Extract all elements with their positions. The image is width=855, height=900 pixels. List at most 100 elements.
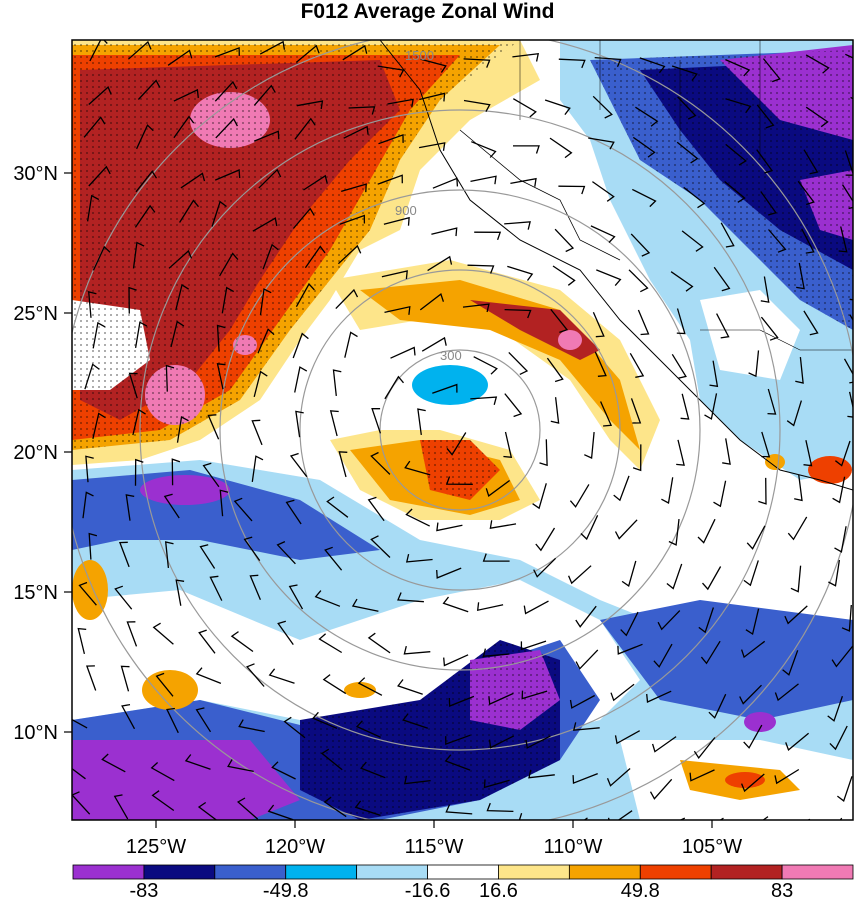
wind-barb	[590, 225, 616, 243]
wind-barb	[756, 104, 775, 129]
wind-barb	[357, 677, 383, 696]
wind-barb	[463, 99, 491, 113]
wind-barb	[227, 759, 254, 773]
wind-barb	[596, 269, 622, 287]
wind-barb	[339, 214, 366, 225]
wind-barb	[613, 475, 630, 502]
wind-barb	[748, 350, 760, 378]
wind-barb	[78, 581, 97, 606]
colorbar-swatch	[72, 864, 145, 880]
wind-barb	[383, 216, 410, 226]
wind-barb	[713, 266, 731, 292]
wind-barb	[834, 526, 847, 553]
wind-barb	[320, 748, 343, 771]
wind-barb	[486, 802, 514, 813]
wind-barb	[199, 544, 216, 569]
wind-barb	[152, 622, 174, 645]
wind-barb	[82, 491, 94, 519]
wind-barb	[404, 460, 431, 476]
wind-barb	[233, 497, 253, 522]
wind-barb	[594, 351, 607, 377]
wind-barb	[243, 536, 261, 561]
wind-barb	[653, 643, 673, 668]
wind-barb	[121, 703, 136, 730]
wind-barb	[635, 106, 659, 127]
wind-barb	[803, 440, 813, 467]
wind-barb	[839, 817, 843, 820]
wind-barb	[594, 56, 622, 68]
wind-barb	[197, 801, 218, 820]
wind-barb	[216, 324, 226, 352]
wind-barb	[445, 734, 471, 746]
wind-barb	[176, 415, 189, 443]
wind-barb	[725, 59, 751, 77]
wind-barb	[677, 96, 697, 120]
colorbar-label: 16.6	[479, 880, 518, 900]
wind-barb	[760, 191, 777, 216]
wind-barb	[504, 221, 531, 230]
wind-barb	[175, 579, 185, 606]
lon-axis: 125°W 120°W 115°W 110°W 105°W	[126, 820, 742, 858]
wind-barb	[175, 283, 190, 311]
wind-barb	[351, 598, 379, 612]
wind-barb	[251, 455, 264, 482]
wind-barb	[163, 493, 180, 519]
wind-barb	[508, 351, 529, 375]
wind-barb	[488, 692, 514, 706]
wind-barb	[470, 396, 498, 405]
wind-barb	[568, 565, 592, 585]
wind-barb	[835, 440, 851, 467]
wind-barb	[211, 200, 227, 227]
colorbar-label: -83	[129, 880, 158, 900]
wind-barb	[774, 683, 799, 702]
wind-barb	[219, 489, 229, 517]
wind-barb	[126, 621, 138, 647]
wind-barb	[610, 683, 635, 702]
colorbar-swatch	[710, 864, 783, 880]
wind-barb	[128, 286, 137, 314]
wind-barb	[288, 584, 304, 610]
wind-barb	[85, 455, 94, 483]
wind-barb	[483, 779, 510, 789]
wind-barb	[512, 52, 540, 62]
wind-barb	[746, 525, 766, 550]
wind-barb	[767, 388, 777, 415]
wind-barb	[318, 633, 343, 654]
wind-barb	[135, 170, 158, 193]
wind-barb	[702, 566, 722, 591]
wind-barb	[246, 663, 265, 687]
colorbar-swatch	[285, 864, 358, 880]
wind-barb	[238, 719, 265, 733]
wind-barb	[503, 431, 513, 459]
wind-barb	[173, 88, 199, 102]
wind-barb	[343, 125, 369, 139]
map-title: F012 Average Zonal Wind	[300, 0, 555, 23]
wind-barb	[195, 667, 222, 685]
wind-barb	[745, 608, 760, 636]
wind-barb	[251, 419, 263, 446]
wind-barb	[312, 711, 338, 729]
wind-barb	[463, 58, 491, 68]
wind-barb	[725, 98, 752, 114]
wind-barb	[693, 737, 716, 760]
wind-barb	[507, 265, 534, 281]
wind-barb	[134, 204, 156, 228]
wind-barb	[155, 672, 174, 697]
wind-barb	[725, 143, 747, 166]
wind-barb	[367, 496, 385, 522]
wind-barb	[367, 632, 391, 654]
wind-barb	[295, 410, 304, 438]
wind-barb	[774, 768, 800, 785]
wind-barb	[403, 775, 431, 785]
wind-barb	[761, 431, 771, 458]
wind-barb	[167, 49, 193, 66]
wind-barb	[381, 270, 408, 280]
wind-barb	[92, 321, 106, 349]
wind-barb	[558, 58, 586, 69]
wind-barb	[786, 400, 803, 427]
wind-barb	[510, 177, 537, 187]
wind-barb	[630, 233, 651, 257]
colorbar-swatch	[639, 864, 712, 880]
wind-barb	[805, 106, 829, 128]
